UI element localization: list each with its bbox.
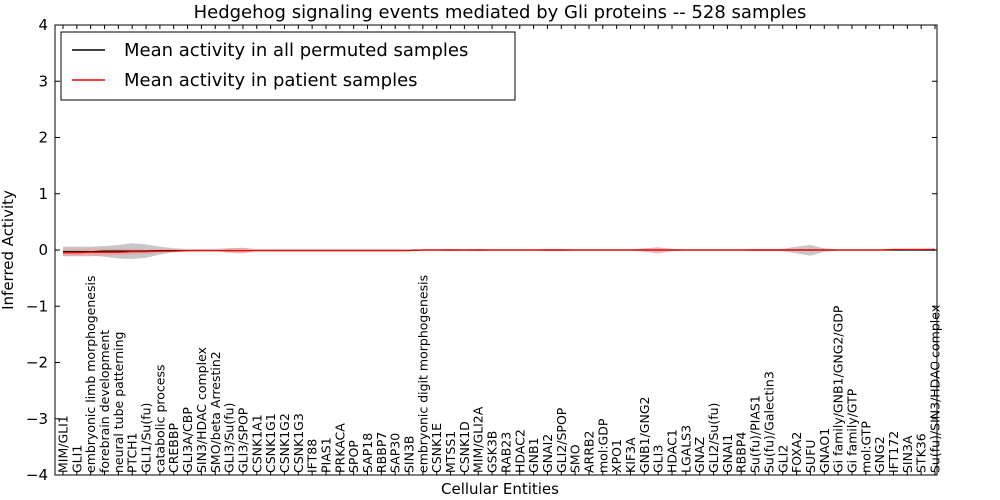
x-tick-label: SMO [568,444,583,473]
x-tick-label: forebrain development [97,330,112,473]
x-tick-label: GLI2/SPOP [554,407,569,473]
x-tick-label: HDAC2 [512,429,527,473]
x-tick-label: SPOP [346,440,361,473]
legend-label: Mean activity in all permuted samples [124,40,468,61]
x-tick-label: Gi family/GNB1/GNG2/GDP [831,305,846,473]
x-tick-label: GLI3A/CBP [180,407,195,473]
x-tick-label: GLI2/Su(fu) [706,403,721,473]
x-tick-label: PRKACA [332,423,347,473]
x-tick-label: PTCH1 [125,432,140,473]
y-tick-label: 3 [38,72,48,90]
x-tick-label: LGALS3 [678,425,693,473]
x-tick-label: CREBBP [166,423,181,473]
x-tick-label: mol:GTP [858,421,873,473]
x-tick-label: CSNK1G3 [291,413,306,473]
x-tick-label: IFT88 [305,439,320,473]
y-axis-label: Inferred Activity [0,190,17,310]
x-tick-label: GLI3/Su(fu) [222,403,237,473]
legend-label: Mean activity in patient samples [124,70,418,91]
x-tick-label: CSNK1D [457,421,472,473]
x-tick-label: mol:GDP [595,418,610,473]
x-tick-label: SIN3/HDAC complex [194,347,209,473]
x-tick-label: Su(fu)/SIN3/HDAC complex [928,305,943,473]
x-tick-label: FOXA2 [789,432,804,473]
x-tick-label: GSK3B [485,431,500,473]
x-tick-label: SAP18 [360,433,375,473]
x-tick-label: GLI2 [775,445,790,473]
x-tick-label: PIAS1 [318,437,333,473]
legend: Mean activity in all permuted samples Mea… [60,31,516,101]
y-tick-label: 4 [38,16,48,34]
x-tick-label: embryonic limb morphogenesis [83,276,98,473]
y-tick-label: 1 [38,185,48,203]
x-tick-label: neural tube patterning [111,332,126,473]
legend-box [60,31,516,101]
x-tick-label: CSNK1E [429,423,444,473]
x-tick-label: KIF3A [623,437,638,473]
x-tick-label: SIN3B [402,436,417,474]
x-tick-label: SAP30 [388,433,403,473]
plot-area [63,243,935,259]
x-tick-label: GLI1 [69,445,84,473]
x-tick-label: Su(fu)/PIAS1 [748,395,763,473]
x-tick-label: GNG2 [872,436,887,473]
y-axis: −4 −3 −2 −1 0 1 2 3 4 [26,16,937,484]
x-tick-label: GNAZ [692,437,707,473]
y-tick-label: −3 [26,410,48,428]
x-tick-label: STK36 [914,433,929,473]
x-tick-label: GNAI2 [540,434,555,473]
y-tick-label: −4 [26,466,48,484]
x-tick-label: IFT172 [886,431,901,473]
y-tick-label: 2 [38,129,48,147]
x-tick-label: ARRB2 [581,431,596,473]
x-tick-label: CSNK1A1 [249,414,264,473]
x-tick-label: RAB23 [498,432,513,473]
x-tick-label: MIM/GLI1 [56,415,71,473]
x-tick-label: RBBP4 [734,432,749,473]
y-tick-label: −2 [26,354,48,372]
x-tick-label: GLI1/Su(fu) [139,403,154,473]
x-tick-label: SMO/beta Arrestin2 [208,351,223,473]
x-tick-label: Gi family/GTP [844,388,859,473]
x-tick-label: GLI3/SPOP [235,407,250,473]
x-tick-label: MIM/GLI2A [471,406,486,473]
x-tick-label: GNB1 [526,437,541,473]
x-tick-label: HDAC1 [665,429,680,473]
x-tick-label: GLI3 [651,445,666,473]
y-tick-label: −1 [26,297,48,315]
series-line-patient [63,248,935,254]
x-axis-label: Cellular Entities [441,480,559,498]
x-tick-label: CSNK1G1 [263,413,278,473]
x-tick-label: SUFU [803,440,818,473]
x-tick-label: Su(fu)/Galectin3 [761,371,776,473]
x-tick-label: embryonic digit morphogenesis [415,275,430,473]
x-tick-label: GNAI1 [720,434,735,473]
y-tick-label: 0 [38,241,48,259]
x-tick-label: MTSS1 [443,431,458,473]
x-tick-label: XPO1 [609,439,624,473]
x-tick-label: GNAO1 [817,428,832,473]
x-tick-label: CSNK1G2 [277,413,292,473]
x-tick-label: catabolic process [152,364,167,473]
chart-title: Hedgehog signaling events mediated by Gl… [194,2,807,23]
x-tick-label: GNB1/GNG2 [637,397,652,473]
x-tick-label: SIN3A [900,435,915,473]
x-tick-label: RBBP7 [374,432,389,473]
